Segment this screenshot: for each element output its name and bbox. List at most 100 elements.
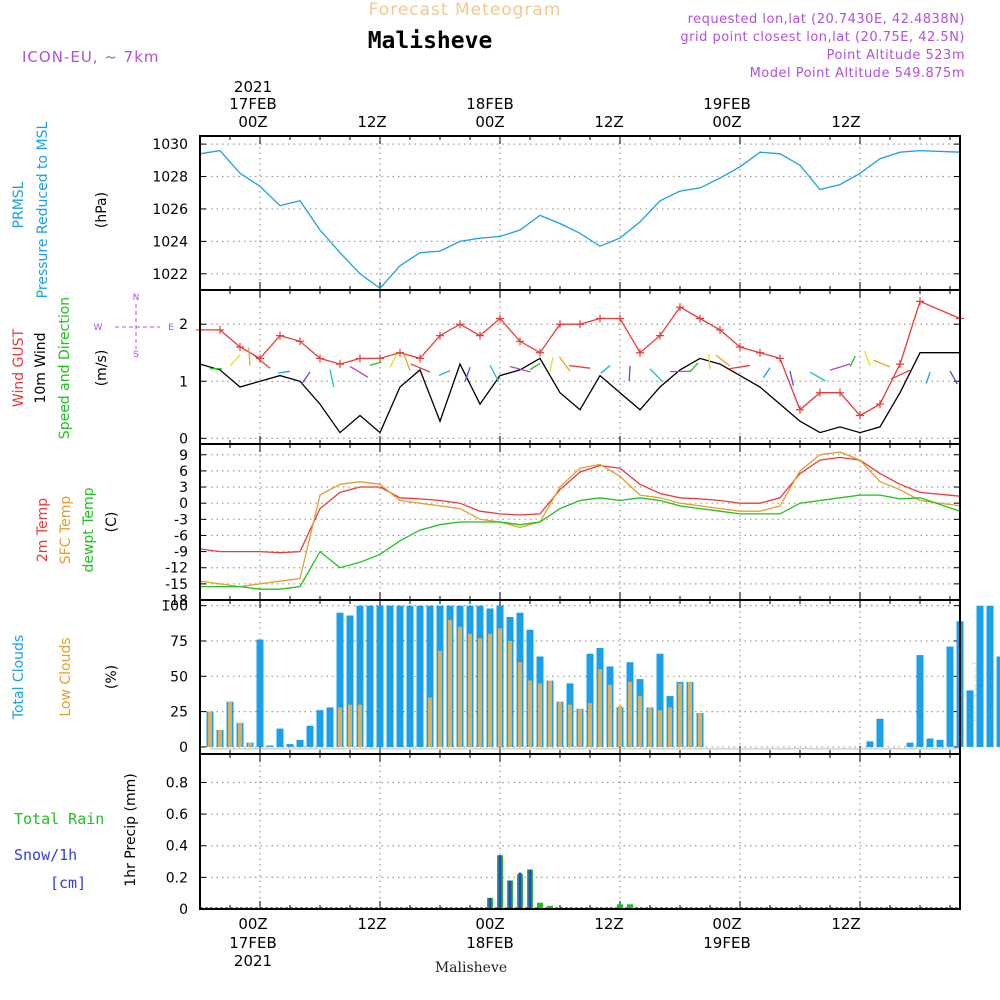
wind-direction-arrow [509,365,531,373]
bar-total-clouds [986,605,994,747]
panel-frame [199,135,961,291]
bottom-tick-12z-1: 12Z [357,915,386,933]
wind-direction-arrow [410,363,431,373]
bar-total-clouds [316,710,324,747]
top-tick-00z-2: 00Z [475,113,504,131]
bar-total-clouds [426,605,434,747]
gust-marker [896,360,904,369]
bar-snow-1h [488,897,492,909]
wind-direction-arrow [278,370,291,374]
wind-direction-arrow [403,353,411,371]
bar-low-clouds [548,680,552,747]
y-tick-label: -18 [165,593,188,609]
bar-low-clouds [228,701,232,747]
top-tick-12z-3: 12Z [831,113,860,131]
chart-title: Forecast Meteogram [369,0,562,20]
point-altitude: Point Altitude 523m [827,48,965,63]
compass-rose-icon: N E S W [94,293,175,360]
bar-total-clouds [406,605,414,747]
y-tick-label: -9 [174,545,188,561]
top-tick-12z-1: 12Z [357,113,386,131]
gust-marker [756,348,764,357]
bar-total-clouds [326,707,334,747]
wind-direction-arrow [864,351,871,366]
panel-frame [199,753,961,910]
gust-marker [396,348,404,357]
bottom-tick-12z-2: 12Z [594,915,623,933]
snow-label: Snow/1h [14,846,77,864]
bar-total-clouds [656,653,664,747]
wind-direction-arrow [489,365,500,382]
wind-direction-arrow [369,361,382,366]
wind-direction-arrow [649,368,663,383]
gust-marker [716,325,724,334]
compass-e: E [168,323,174,333]
bar-low-clouds [658,710,662,747]
y-tick-label: 1024 [152,234,188,250]
wind-direction-arrow [809,371,826,382]
bottom-date-19feb: 19FEB [703,934,750,952]
y-tick-label: 1022 [152,267,188,283]
clouds-unit-label: (%) [104,665,120,689]
bar-snow-1h [518,872,522,909]
top-date-17feb: 17FEB [229,95,276,113]
bar-low-clouds [588,703,592,747]
y-tick-label: 0 [179,496,188,512]
bar-total-clouds [386,605,394,747]
bar-total-rain [627,904,633,909]
gust-marker [336,360,344,369]
gust-marker [916,297,924,306]
low-clouds-label: Low Clouds [58,637,74,716]
bar-low-clouds [498,628,502,747]
bottom-tick-00z-2: 00Z [475,915,504,933]
gust-marker [616,314,624,323]
gust-marker [796,405,804,414]
wind-direction-arrow [248,347,251,366]
bar-total-clouds [906,742,914,747]
gust-marker [596,314,604,323]
bar-low-clouds [688,681,692,747]
bar-snow-1h [508,880,512,909]
series-line-dewpt-temp [200,494,961,590]
bar-low-clouds [448,619,452,747]
bar-low-clouds [248,742,252,747]
y-tick-label: 1028 [152,170,188,186]
y-tick-label: 6 [179,464,188,480]
y-tick-label: 3 [179,480,188,496]
gust-marker [876,400,884,409]
temp2m-label: 2m Temp [35,498,51,562]
snow-unit-label: [cm] [50,874,86,892]
series-line-10m-wind [199,352,960,434]
compass-s: S [133,350,139,360]
gust-marker [376,354,384,363]
top-tick-00z-1: 00Z [238,113,267,131]
wind-direction-arrow [729,364,751,370]
bar-low-clouds [698,713,702,747]
bar-low-clouds [208,711,212,747]
gust-marker [356,354,364,363]
bar-total-clouds [586,653,594,747]
wind10m-label: 10m Wind [33,332,49,403]
wind-unit-label: (m/s) [94,350,110,387]
gust-marker [236,343,244,352]
bar-total-clouds [276,728,284,747]
wind-direction-arrow [349,365,369,378]
series-line-wind-gust [200,300,961,417]
bar-total-rain [617,904,623,909]
wind-direction-arrow [708,354,711,370]
grid-point-coords: grid point closest lon,lat (20.75E, 42.5… [680,30,965,45]
compass-w: W [94,323,103,333]
wind-direction-arrow [829,363,851,371]
bar-total-clouds [866,741,874,747]
wind-direction-arrow [762,367,771,379]
wind-direction-arrow [229,354,241,367]
wind-direction-arrow [715,354,731,367]
bar-snow-1h [498,855,502,909]
bar-low-clouds [648,707,652,747]
bar-low-clouds [438,650,442,747]
gust-marker [416,354,424,363]
wind-direction-arrow [300,371,311,385]
gust-marker [216,325,224,334]
gust-marker [496,314,504,323]
